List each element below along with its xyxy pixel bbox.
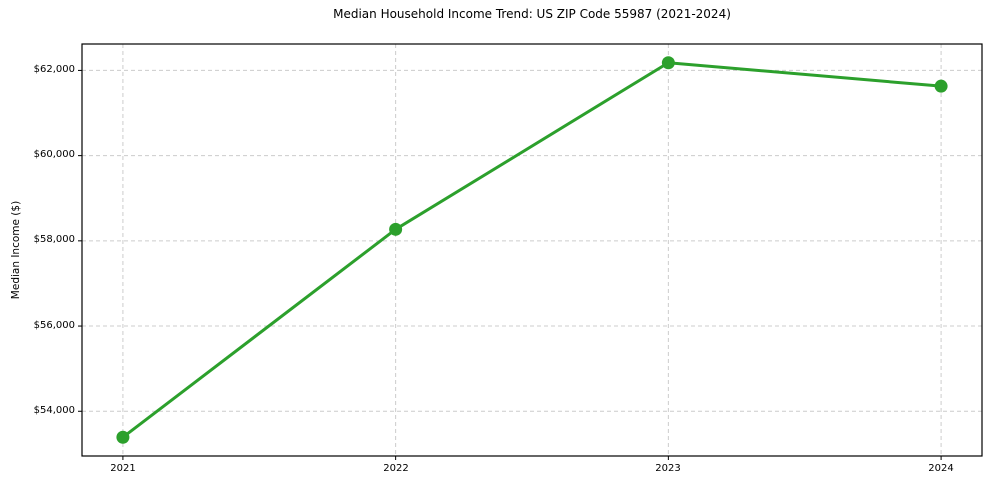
data-point-marker <box>116 430 130 444</box>
data-point-marker <box>661 56 675 70</box>
x-tick-label: 2021 <box>110 463 136 474</box>
x-tick-label: 2024 <box>928 463 954 474</box>
x-tick-label: 2023 <box>655 463 681 474</box>
data-point-marker <box>934 79 948 93</box>
chart-title: Median Household Income Trend: US ZIP Co… <box>333 7 731 21</box>
series-line <box>121 61 942 439</box>
plot-border <box>81 43 983 457</box>
y-tick-label: $60,000 <box>33 149 75 160</box>
y-tick-label: $56,000 <box>33 320 75 331</box>
data-point-marker <box>389 222 403 236</box>
x-tick-label: 2022 <box>383 463 409 474</box>
y-tick-label: $58,000 <box>33 234 75 245</box>
y-tick-label: $54,000 <box>33 405 75 416</box>
y-tick-label: $62,000 <box>33 64 75 75</box>
